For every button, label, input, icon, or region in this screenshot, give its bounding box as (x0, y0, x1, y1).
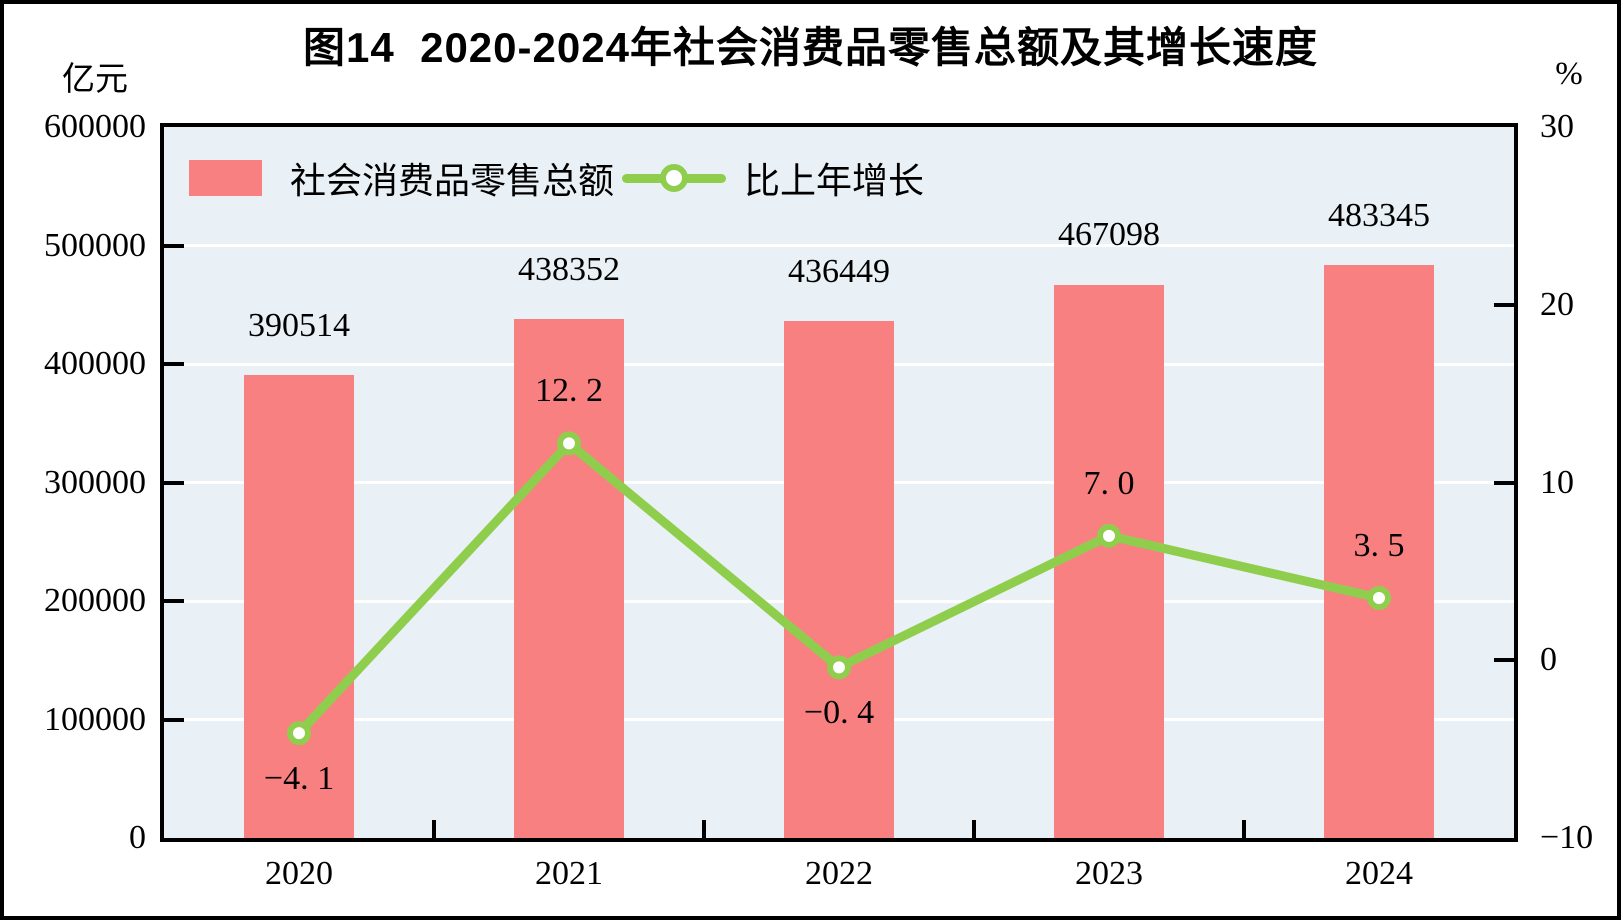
right-axis-tick-label: 0 (1540, 641, 1557, 679)
right-axis-unit: % (1555, 56, 1583, 92)
left-axis-tick (164, 717, 184, 722)
left-axis-tick-label: 300000 (44, 463, 146, 501)
growth-value-label: −4. 1 (263, 760, 335, 798)
legend: 社会消费品零售总额 比上年增长 (189, 152, 924, 204)
x-axis-category-label: 2020 (265, 855, 333, 892)
growth-line (294, 438, 1384, 738)
bar-value-label: 438352 (518, 250, 620, 288)
growth-value-label: 12. 2 (535, 372, 603, 410)
left-axis-tick-label: 100000 (44, 700, 146, 738)
legend-bar-label: 社会消费品零售总额 (290, 161, 615, 201)
left-axis-tick (164, 362, 184, 366)
right-axis-tick (1494, 480, 1514, 485)
x-axis-tick (1242, 820, 1246, 838)
right-axis-tick-label: 10 (1540, 463, 1574, 501)
growth-line-chart (287, 431, 1391, 746)
bar-2020 (244, 375, 354, 838)
x-axis-category-label: 2024 (1345, 855, 1413, 892)
plot-inner: 390514 438352 436449 467098 483345 −4. 1 12. 2… (164, 127, 1514, 838)
right-axis-tick (1494, 302, 1514, 307)
legend-line-label: 比上年增长 (744, 161, 925, 201)
right-axis-tick-label: −10 (1540, 819, 1594, 856)
bar-value-label: 483345 (1328, 197, 1430, 235)
left-axis-tick-label: 400000 (44, 345, 146, 382)
chart-title: 图14 2020-2024年社会消费品零售总额及其增长速度 (303, 24, 1318, 71)
right-axis-tick (1494, 658, 1514, 663)
bar-2024 (1324, 265, 1434, 838)
bar-value-label: 436449 (788, 252, 890, 290)
left-axis-tick (164, 243, 184, 248)
x-axis-category-label: 2022 (805, 855, 873, 892)
right-axis-tick-label: 20 (1540, 285, 1574, 323)
growth-value-label: 3. 5 (1353, 527, 1405, 565)
bar-2022 (784, 320, 894, 838)
legend-bar-swatch-icon (189, 160, 262, 196)
x-axis-tick (702, 820, 706, 838)
growth-point-marker (557, 431, 581, 456)
growth-point-marker (827, 655, 851, 680)
x-axis-category-label: 2023 (1075, 855, 1143, 892)
growth-point-marker (287, 721, 311, 746)
right-axis-tick-label: 30 (1540, 108, 1574, 145)
left-axis-unit: 亿元 (62, 62, 128, 98)
x-axis-category-label: 2021 (535, 855, 603, 892)
bar-value-label: 467098 (1058, 216, 1160, 254)
bar-value-label: 390514 (248, 307, 350, 345)
growth-point-marker (1367, 586, 1391, 611)
left-axis-tick (164, 599, 184, 603)
left-axis-tick (164, 480, 184, 485)
legend-line-marker-icon (622, 164, 727, 192)
gridline (164, 244, 1514, 247)
growth-value-label: 7. 0 (1083, 464, 1135, 502)
plot-area: 390514 438352 436449 467098 483345 −4. 1 12. 2… (160, 123, 1518, 842)
left-axis-tick-label: 200000 (44, 582, 146, 619)
x-axis-tick (432, 820, 436, 838)
x-axis-tick (972, 820, 976, 838)
left-axis-tick-label: 500000 (44, 226, 146, 264)
growth-point-marker (1097, 523, 1121, 548)
growth-value-label: −0. 4 (803, 694, 875, 732)
left-axis-tick-label: 600000 (44, 108, 146, 145)
left-axis-tick-label: 0 (129, 819, 146, 856)
bar-2023 (1054, 284, 1164, 838)
bar-2021 (514, 318, 624, 838)
